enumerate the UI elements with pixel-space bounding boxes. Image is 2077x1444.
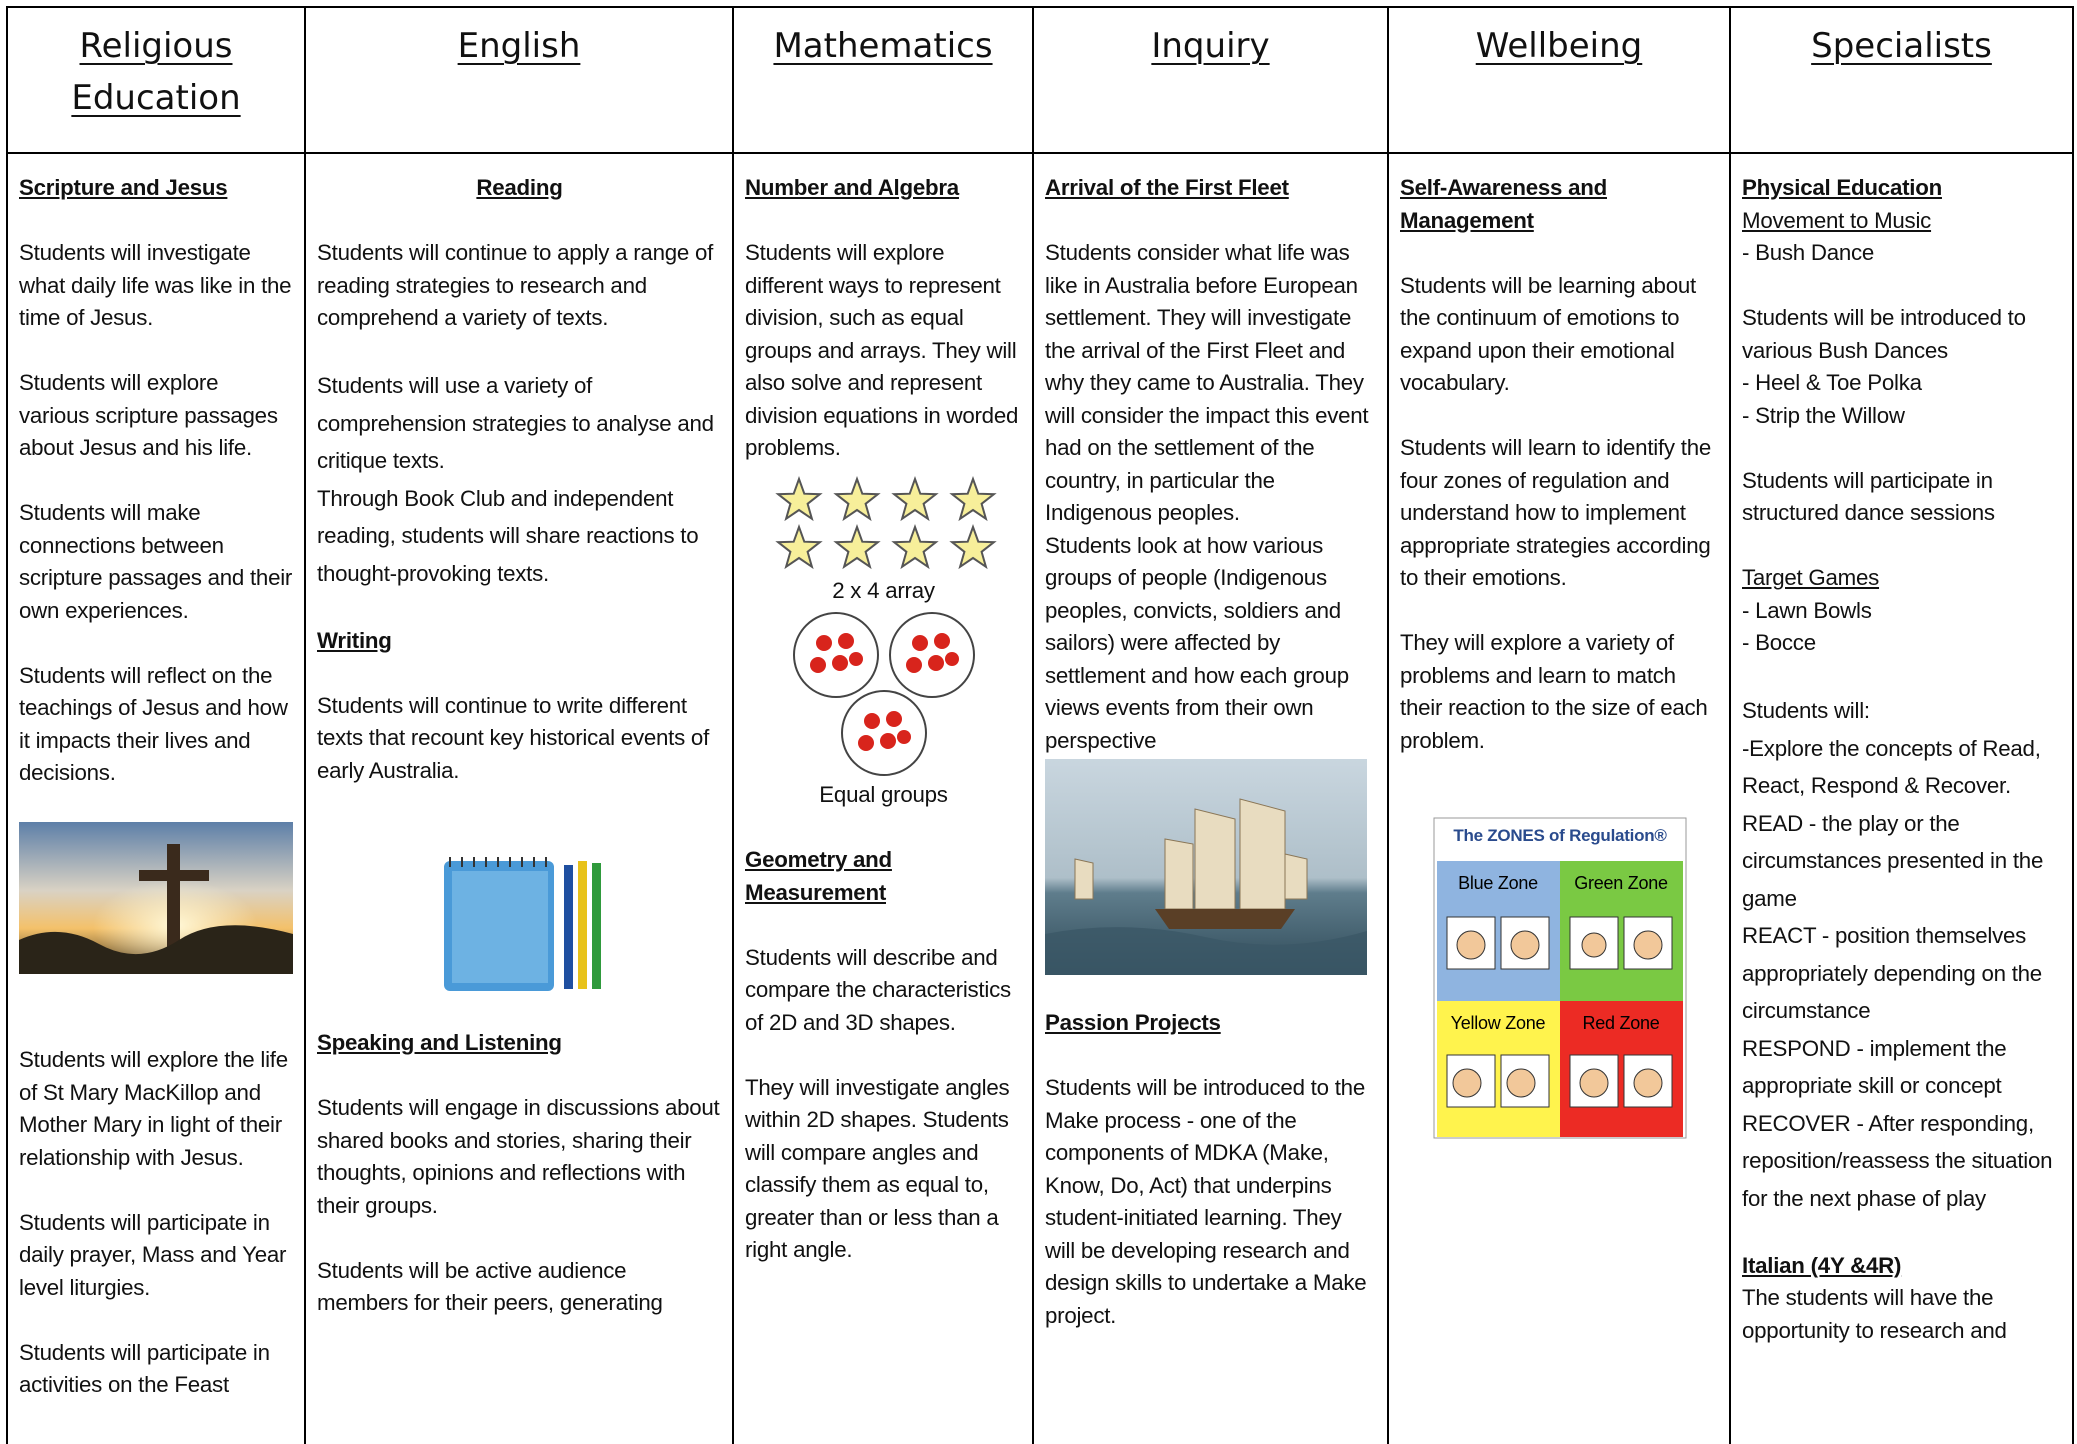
line: RECOVER - After responding, reposition/r… bbox=[1742, 1110, 2053, 1211]
line: Students will: bbox=[1742, 698, 1870, 723]
section-heading: Italian (4Y &4R) bbox=[1742, 1252, 1902, 1278]
paragraph: Students will participate in activities … bbox=[19, 1339, 270, 1398]
cell-content: Scripture and Jesus Students will invest… bbox=[8, 154, 304, 1444]
line: -Explore the concepts of Read, React, Re… bbox=[1742, 735, 2041, 799]
section-heading: Geometry and Measurement bbox=[745, 847, 892, 905]
section-heading: Physical Education bbox=[1742, 175, 1942, 200]
content-row: Scripture and Jesus Students will invest… bbox=[6, 152, 2074, 1444]
paragraph: Students will explore various scripture … bbox=[19, 370, 278, 460]
section-heading: Reading bbox=[476, 175, 563, 200]
equal-groups-image bbox=[792, 612, 975, 776]
paragraph: Students will make connections between s… bbox=[19, 500, 293, 623]
section-heading: Self-Awareness and Management bbox=[1400, 175, 1607, 233]
paragraph: Students will use a variety of comprehen… bbox=[317, 373, 714, 473]
column-header: Religious Education bbox=[6, 6, 306, 154]
section-heading: Passion Projects bbox=[1045, 1010, 1221, 1035]
cell-content: Physical Education Movement to Music - B… bbox=[1731, 154, 2072, 1444]
paragraph: Students will learn to identify the four… bbox=[1400, 435, 1712, 590]
paragraph: Students will engage in discussions abou… bbox=[317, 1095, 720, 1218]
column-cell: Number and Algebra Students will explore… bbox=[732, 152, 1034, 1444]
section-heading: Scripture and Jesus bbox=[19, 175, 228, 200]
cell-content: Self-Awareness and Management Students w… bbox=[1389, 154, 1729, 1444]
paragraph: Students look at how various groups of p… bbox=[1045, 532, 1349, 753]
zones-image: The ZONES of Regulation® Blue Zone Green… bbox=[1433, 817, 1686, 1139]
line: RESPOND - implement the appropriate skil… bbox=[1742, 1035, 2007, 1099]
paragraph: Students will describe and compare the c… bbox=[745, 944, 1011, 1035]
line: - Bush Dance bbox=[1742, 240, 1875, 265]
paragraph: Students will participate in daily praye… bbox=[19, 1209, 287, 1300]
column-header: Wellbeing bbox=[1387, 6, 1731, 154]
zone-label: Green Zone bbox=[1574, 873, 1668, 893]
star-array-image bbox=[776, 477, 995, 568]
column-cell: Scripture and Jesus Students will invest… bbox=[6, 152, 306, 1444]
line: - Strip the Willow bbox=[1742, 402, 1905, 428]
paragraph: Students will be learning about the cont… bbox=[1400, 272, 1696, 396]
line: The students will have the opportunity t… bbox=[1742, 1285, 2007, 1343]
column-cell: Self-Awareness and Management Students w… bbox=[1387, 152, 1731, 1444]
section-heading: Speaking and Listening bbox=[317, 1030, 562, 1055]
paragraph: Students will reflect on the teachings o… bbox=[19, 662, 288, 786]
line: - Heel & Toe Polka bbox=[1742, 370, 1922, 395]
first-fleet-image bbox=[1045, 759, 1367, 975]
paragraph: They will explore a variety of problems … bbox=[1400, 630, 1708, 753]
paragraph: They will investigate angles within 2D s… bbox=[745, 1074, 1010, 1263]
paragraph: Students will explore different ways to … bbox=[745, 240, 1019, 460]
line: - Lawn Bowls bbox=[1742, 597, 1872, 623]
paragraph: Students will continue to write differen… bbox=[317, 692, 710, 783]
column-header: English bbox=[304, 6, 734, 154]
header-row: Religious Education English Mathematics … bbox=[6, 6, 2074, 154]
cell-content: Arrival of the First Fleet Students cons… bbox=[1034, 154, 1387, 1444]
cross-image bbox=[19, 822, 293, 974]
paragraph: Students will be active audience members… bbox=[317, 1257, 663, 1316]
line: READ - the play or the circumstances pre… bbox=[1742, 810, 2044, 911]
line: REACT - position themselves appropriatel… bbox=[1742, 923, 2042, 1023]
paragraph: Students consider what life was like in … bbox=[1045, 240, 1369, 525]
column-cell: Physical Education Movement to Music - B… bbox=[1729, 152, 2074, 1444]
cell-content: Number and Algebra Students will explore… bbox=[734, 154, 1032, 1444]
paragraph: Through Book Club and independent readin… bbox=[317, 485, 699, 586]
section-heading: Number and Algebra bbox=[745, 175, 959, 200]
line: Students will participate in structured … bbox=[1742, 467, 1995, 526]
figure-caption: Equal groups bbox=[819, 782, 948, 807]
section-heading: Writing bbox=[317, 627, 392, 653]
zone-label: Blue Zone bbox=[1458, 873, 1538, 893]
line: - Bocce bbox=[1742, 630, 1816, 655]
column-cell: Arrival of the First Fleet Students cons… bbox=[1032, 152, 1389, 1444]
notebook-image bbox=[443, 857, 601, 991]
figure-caption: 2 x 4 array bbox=[832, 577, 935, 603]
line: Students will be introduced to various B… bbox=[1742, 305, 2026, 363]
zone-label: Red Zone bbox=[1582, 1013, 1659, 1033]
paragraph: Students will explore the life of St Mar… bbox=[19, 1047, 288, 1170]
column-cell: Reading Students will continue to apply … bbox=[304, 152, 734, 1444]
paragraph: Students will continue to apply a range … bbox=[317, 240, 714, 330]
column-header: Mathematics bbox=[732, 6, 1034, 154]
paragraph: Students will be introduced to the Make … bbox=[1045, 1075, 1367, 1328]
column-header: Inquiry bbox=[1032, 6, 1389, 154]
column-header: Specialists bbox=[1729, 6, 2074, 154]
section-heading: Arrival of the First Fleet bbox=[1045, 175, 1289, 200]
zones-title: The ZONES of Regulation® bbox=[1453, 826, 1667, 845]
subheading: Movement to Music bbox=[1742, 207, 1932, 233]
subheading: Target Games bbox=[1742, 565, 1880, 590]
cell-content: Reading Students will continue to apply … bbox=[306, 154, 732, 1444]
zone-label: Yellow Zone bbox=[1450, 1013, 1545, 1033]
curriculum-table: Religious Education English Mathematics … bbox=[6, 6, 2074, 1444]
paragraph: Students will investigate what daily lif… bbox=[19, 240, 292, 330]
